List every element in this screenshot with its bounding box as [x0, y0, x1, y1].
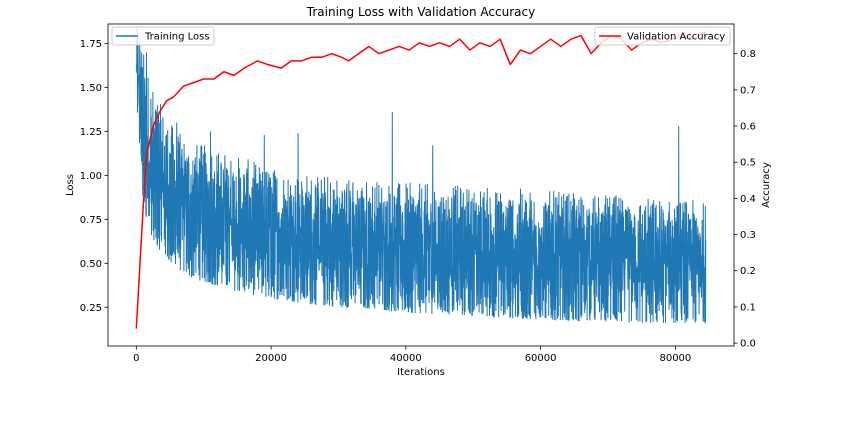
x-axis-label: Iterations [397, 367, 445, 378]
right-y-tick-label: 0.7 [740, 85, 756, 96]
right-y-tick-label: 0.2 [740, 266, 756, 277]
left-y-tick-label: 0.25 [80, 303, 102, 314]
left-y-tick-label: 1.25 [80, 127, 102, 138]
right-y-tick-label: 0.5 [740, 158, 756, 169]
right-y-tick-label: 0.0 [740, 339, 756, 350]
left-y-axis-ticks: 0.25 0.50 0.75 1.00 1.25 1.50 1.75 [80, 39, 108, 314]
legend-frame [111, 26, 215, 46]
left-y-tick-label: 1.50 [80, 83, 102, 94]
right-y-axis-label: Accuracy [761, 162, 772, 208]
x-tick-label: 0 [133, 353, 139, 364]
legend-validation-accuracy: Validation Accuracy [594, 26, 731, 46]
right-y-tick-label: 0.8 [740, 49, 756, 60]
right-y-tick-label: 0.6 [740, 122, 756, 133]
x-axis-ticks: 0 20000 40000 60000 80000 [133, 346, 691, 364]
x-tick-label: 20000 [255, 353, 287, 364]
legend-training-loss: Training Loss [111, 26, 215, 46]
x-tick-label: 60000 [525, 353, 557, 364]
legend-frame [594, 26, 731, 46]
axes-frame [107, 23, 735, 347]
legend-label-training-loss: Training Loss [144, 32, 210, 43]
right-y-tick-label: 0.3 [740, 230, 756, 241]
x-tick-label: 80000 [659, 353, 691, 364]
left-y-tick-label: 0.50 [80, 259, 102, 270]
left-y-axis-label: Loss [65, 174, 76, 196]
chart-title: Training Loss with Validation Accuracy [306, 5, 535, 19]
right-y-axis-ticks: 0.0 0.1 0.2 0.3 0.4 0.5 0.6 0.7 0.8 [734, 49, 756, 350]
right-y-tick-label: 0.1 [740, 302, 756, 313]
left-y-tick-label: 0.75 [80, 215, 102, 226]
right-y-tick-label: 0.4 [740, 194, 756, 205]
left-y-tick-label: 1.75 [80, 39, 102, 50]
x-tick-label: 40000 [390, 353, 422, 364]
training-loss-line [135, 28, 707, 324]
legend-label-validation-accuracy: Validation Accuracy [627, 32, 725, 43]
left-y-tick-label: 1.00 [80, 171, 102, 182]
training-loss-layer [135, 28, 707, 324]
